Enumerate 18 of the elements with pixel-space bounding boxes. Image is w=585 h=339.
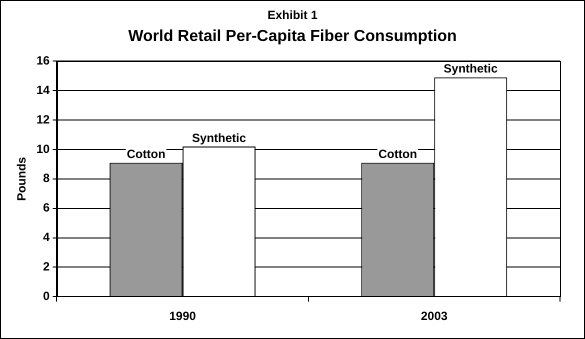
y-axis-title: Pounds [14,156,29,201]
y-tick-label: 12 [36,112,50,126]
y-tick-label: 4 [43,230,50,244]
y-tick-label: 2 [43,259,50,274]
chart-subtitle: Exhibit 1 [266,8,318,22]
x-tick-label: 2003 [420,309,448,324]
y-tick-label: 10 [36,142,50,156]
series-label: Synthetic [192,130,246,145]
y-tick-label: 8 [43,171,50,186]
y-tick-label: 0 [43,288,50,303]
chart-title: World Retail Per-Capita Fiber Consumption [127,28,458,46]
y-tick-label: 16 [36,54,50,68]
text: Synthetic [444,62,498,76]
series-label: Cotton [126,147,166,162]
x-tick-label: 1990 [169,309,196,324]
text: Cotton [378,147,418,162]
y-tick-label: 14 [36,82,50,97]
y-tick-label: 6 [43,200,50,215]
